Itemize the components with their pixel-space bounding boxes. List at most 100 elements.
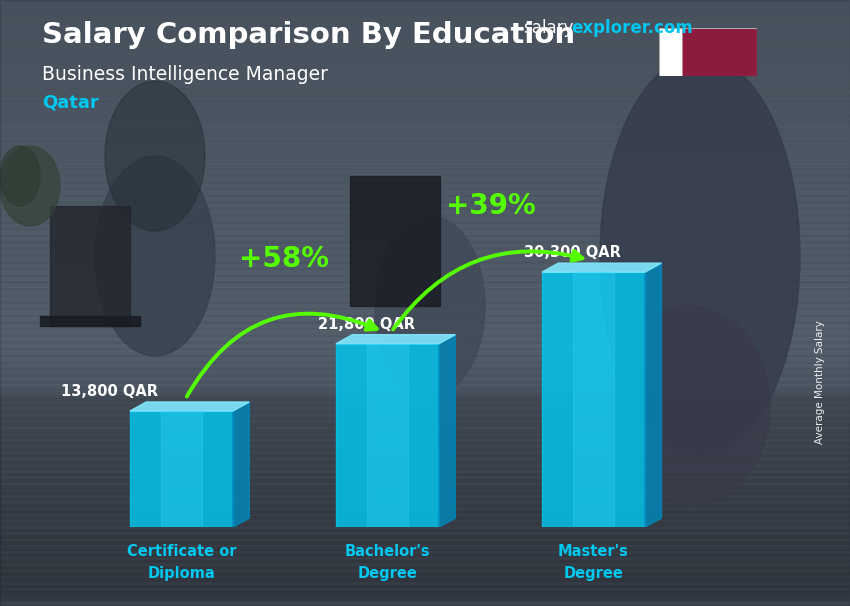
Bar: [0, 348, 850, 364]
Bar: [0, 350, 850, 361]
Polygon shape: [683, 65, 694, 70]
Polygon shape: [683, 60, 694, 65]
Bar: [0, 90, 850, 100]
Bar: [0, 510, 850, 525]
Bar: [0, 479, 850, 494]
Text: Average Monthly Salary: Average Monthly Salary: [815, 320, 825, 444]
Bar: [0, 560, 850, 575]
Bar: [0, 204, 850, 214]
Bar: [0, 157, 850, 167]
Bar: [0, 528, 850, 544]
Ellipse shape: [375, 216, 485, 396]
Bar: [0, 370, 850, 381]
Bar: [0, 0, 850, 7]
Bar: [0, 384, 850, 394]
Bar: [0, 485, 850, 501]
Bar: [350, 176, 440, 306]
Bar: [0, 264, 850, 274]
Bar: [0, 442, 850, 457]
Bar: [0, 454, 850, 469]
Bar: [0, 130, 850, 140]
Text: 21,800 QAR: 21,800 QAR: [318, 316, 416, 331]
Polygon shape: [542, 263, 661, 272]
Bar: [0, 377, 850, 387]
Bar: [0, 324, 850, 334]
Bar: [0, 36, 850, 47]
Bar: [0, 535, 850, 550]
Bar: [0, 84, 850, 93]
Bar: [0, 164, 850, 173]
Ellipse shape: [105, 81, 205, 231]
Bar: [0, 498, 850, 513]
Bar: [0, 284, 850, 294]
Bar: [0, 217, 850, 227]
Bar: [0, 57, 850, 67]
Bar: [0, 547, 850, 562]
Bar: [0, 404, 850, 419]
Bar: [0, 429, 850, 444]
Bar: [0, 417, 850, 432]
Text: Salary Comparison By Education: Salary Comparison By Education: [42, 21, 575, 49]
Bar: [0, 344, 850, 354]
Bar: [0, 317, 850, 327]
Bar: [0, 357, 850, 367]
Bar: [0, 50, 850, 60]
Bar: [0, 104, 850, 113]
Polygon shape: [683, 55, 694, 60]
Polygon shape: [683, 50, 694, 55]
Polygon shape: [683, 39, 694, 44]
Text: Qatar: Qatar: [42, 94, 99, 112]
Text: Business Intelligence Manager: Business Intelligence Manager: [42, 65, 328, 84]
Bar: [0, 355, 850, 370]
Bar: [0, 30, 850, 40]
Bar: [0, 197, 850, 207]
Bar: [0, 10, 850, 20]
Bar: [0, 461, 850, 476]
Bar: [0, 77, 850, 87]
Ellipse shape: [95, 156, 215, 356]
Bar: [50, 206, 130, 326]
Bar: [0, 398, 850, 413]
Polygon shape: [130, 402, 249, 411]
Polygon shape: [542, 272, 645, 527]
Bar: [0, 578, 850, 593]
Text: 13,800 QAR: 13,800 QAR: [60, 384, 158, 399]
Bar: [0, 386, 850, 401]
Bar: [0, 367, 850, 382]
Bar: [0, 184, 850, 193]
Ellipse shape: [0, 146, 60, 226]
Bar: [0, 3, 850, 13]
Bar: [0, 277, 850, 287]
Bar: [0, 591, 850, 606]
Polygon shape: [573, 272, 614, 527]
Polygon shape: [130, 411, 233, 527]
Bar: [0, 448, 850, 463]
Bar: [0, 361, 850, 376]
Bar: [0, 237, 850, 247]
Bar: [0, 110, 850, 120]
Bar: [0, 70, 850, 80]
Bar: [659, 28, 683, 76]
Bar: [0, 297, 850, 307]
Text: +39%: +39%: [445, 191, 536, 219]
Bar: [0, 224, 850, 234]
Polygon shape: [336, 335, 456, 344]
Polygon shape: [683, 70, 694, 76]
Polygon shape: [161, 411, 202, 527]
Text: 30,300 QAR: 30,300 QAR: [524, 245, 621, 260]
Polygon shape: [683, 44, 694, 50]
Bar: [0, 270, 850, 281]
Bar: [0, 250, 850, 261]
Bar: [0, 541, 850, 556]
Bar: [0, 364, 850, 374]
Bar: [0, 23, 850, 33]
Bar: [0, 411, 850, 426]
Bar: [0, 585, 850, 600]
Bar: [0, 491, 850, 507]
Bar: [0, 473, 850, 488]
Polygon shape: [683, 28, 694, 34]
Bar: [0, 373, 850, 388]
Text: explorer.com: explorer.com: [571, 19, 693, 38]
Bar: [0, 230, 850, 241]
Bar: [0, 150, 850, 160]
